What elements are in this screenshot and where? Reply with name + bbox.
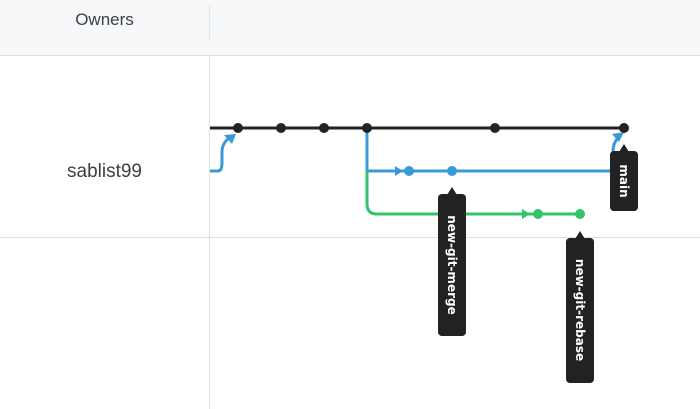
label-pointer — [447, 187, 457, 195]
branch-label-merge[interactable]: new-git-merge — [438, 187, 466, 336]
main-merge-arrowhead-icon — [612, 132, 624, 142]
merge-commit-dot — [447, 166, 457, 176]
main-commit-dot — [276, 123, 286, 133]
label-pointer — [619, 144, 629, 152]
main-commits — [233, 123, 629, 133]
rebase-branch-line — [365, 171, 582, 216]
incoming-branch-curve — [210, 135, 232, 173]
merge-commit-dot — [404, 166, 414, 176]
branch-label-rebase[interactable]: new-git-rebase — [566, 231, 594, 383]
merge-branch-line — [365, 128, 610, 173]
label-background — [438, 194, 466, 336]
branch-label-main[interactable]: main — [610, 144, 638, 211]
label-text: new-git-rebase — [573, 259, 587, 361]
rebase-branch — [365, 171, 585, 219]
row-divider — [0, 237, 700, 238]
main-commit-dot — [490, 123, 500, 133]
rebase-commit-dot — [533, 209, 543, 219]
label-text: main — [617, 164, 631, 197]
main-commit-dot — [362, 123, 372, 133]
label-background — [566, 238, 594, 383]
rebase-branch-arrowhead-icon — [522, 209, 530, 219]
main-commit-dot — [319, 123, 329, 133]
table-header: Owners — [0, 0, 700, 56]
column-divider — [209, 56, 210, 409]
owners-column-header[interactable]: Owners — [75, 10, 134, 29]
label-text: new-git-merge — [445, 215, 459, 314]
main-commit-dot — [233, 123, 243, 133]
label-background — [610, 151, 638, 211]
label-pointer — [575, 231, 585, 239]
merge-branch-arrowhead-icon — [395, 166, 403, 176]
merge-arrowhead-icon — [224, 134, 236, 144]
owner-name: sablist99 — [67, 161, 142, 182]
header-divider — [209, 4, 210, 40]
rebase-commit-dot — [575, 209, 585, 219]
merge-branch — [210, 128, 624, 176]
main-commit-dot — [619, 123, 629, 133]
